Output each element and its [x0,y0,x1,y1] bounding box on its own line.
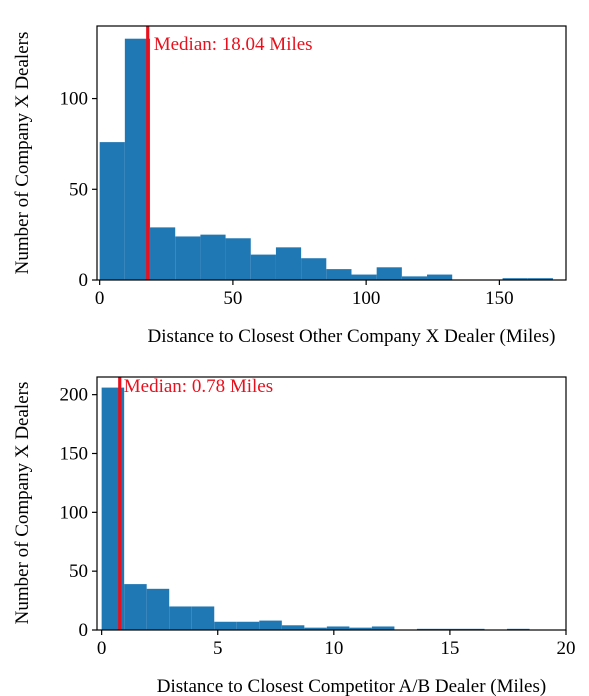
y-tick-label: 200 [60,385,89,406]
histogram-bar [236,621,260,630]
y-axis-label: Number of Company X Dealers [12,32,33,275]
x-tick-label: 10 [324,638,343,659]
x-axis-label: Distance to Closest Other Company X Deal… [148,326,556,347]
histogram-bar [376,267,402,280]
y-tick-label: 100 [60,89,89,110]
x-tick-label: 150 [485,288,514,309]
x-tick-label: 20 [557,638,576,659]
median-annotation: Median: 0.78 Miles [124,376,273,397]
x-axis-label: Distance to Closest Competitor A/B Deale… [157,676,546,696]
y-tick-label: 0 [79,270,89,291]
y-tick-label: 50 [69,179,88,200]
x-tick-label: 15 [440,638,459,659]
histogram-bar [326,626,350,630]
histogram-bar [200,234,226,280]
histogram-bar [169,606,192,630]
y-tick-label: 0 [79,620,89,641]
histogram-bar [527,278,553,280]
histogram-bar [150,227,176,280]
x-tick-label: 5 [213,638,223,659]
x-tick-label: 50 [223,288,242,309]
histogram-bar [502,278,528,280]
x-tick-label: 100 [352,288,381,309]
axes-frame [96,25,567,281]
histogram-bar [225,238,251,280]
histogram-bar [326,269,352,280]
x-tick-label: 0 [97,638,107,659]
histogram-bar [349,627,372,630]
axes-frame [96,376,567,631]
y-tick-label: 100 [60,502,89,523]
histogram-distance-other-dealer: Median: 18.04 Miles 0 50 100 150 0 50 100 Distan… [12,25,567,347]
histogram-bar [250,254,276,280]
histogram-bar [175,236,201,280]
y-tick-label: 50 [69,561,88,582]
histogram-bar [124,38,151,281]
histogram-bar [281,625,305,630]
histogram-bar [124,584,147,630]
histogram-bar [275,247,302,280]
histogram-bar [427,274,453,280]
histogram-bar [259,620,282,630]
histogram-bar [304,627,327,630]
histogram-bar [301,258,327,280]
histogram-bar [99,142,125,280]
median-annotation: Median: 18.04 Miles [154,34,313,55]
histogram-bar [214,621,237,630]
histogram-bar [371,626,395,630]
histogram-bar [146,588,170,630]
y-axis-label: Number of Company X Dealers [12,382,33,625]
x-tick-label: 0 [95,288,105,309]
histogram-bar [401,276,428,280]
histogram-bar [191,606,215,630]
y-tick-label: 150 [60,443,89,464]
histogram-bar [351,274,377,280]
